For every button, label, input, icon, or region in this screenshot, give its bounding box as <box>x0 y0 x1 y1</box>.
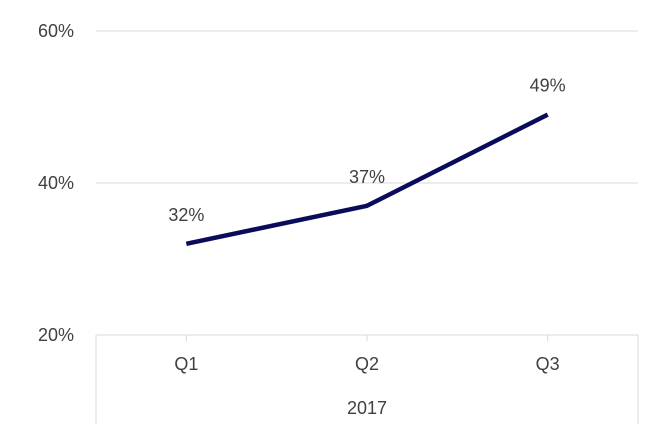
data-label: 37% <box>349 167 385 187</box>
gridlines <box>96 30 638 184</box>
x-axis-group-label: 2017 <box>347 398 387 418</box>
x-tick-label: Q1 <box>174 354 198 374</box>
data-label: 49% <box>530 76 566 96</box>
x-tick-label: Q3 <box>536 354 560 374</box>
data-label: 32% <box>168 205 204 225</box>
data-labels: 32% 37% 49% <box>168 76 565 225</box>
y-tick-label: 40% <box>38 173 74 193</box>
y-tick-label: 60% <box>38 21 74 41</box>
y-axis-tick-labels: 20% 40% 60% <box>38 21 74 345</box>
x-axis <box>95 334 639 424</box>
x-tick-label: Q2 <box>355 354 379 374</box>
y-tick-label: 20% <box>38 325 74 345</box>
series-group <box>185 112 549 247</box>
series-line <box>185 112 549 247</box>
x-axis-tick-labels: Q1 Q2 Q3 <box>174 354 559 374</box>
